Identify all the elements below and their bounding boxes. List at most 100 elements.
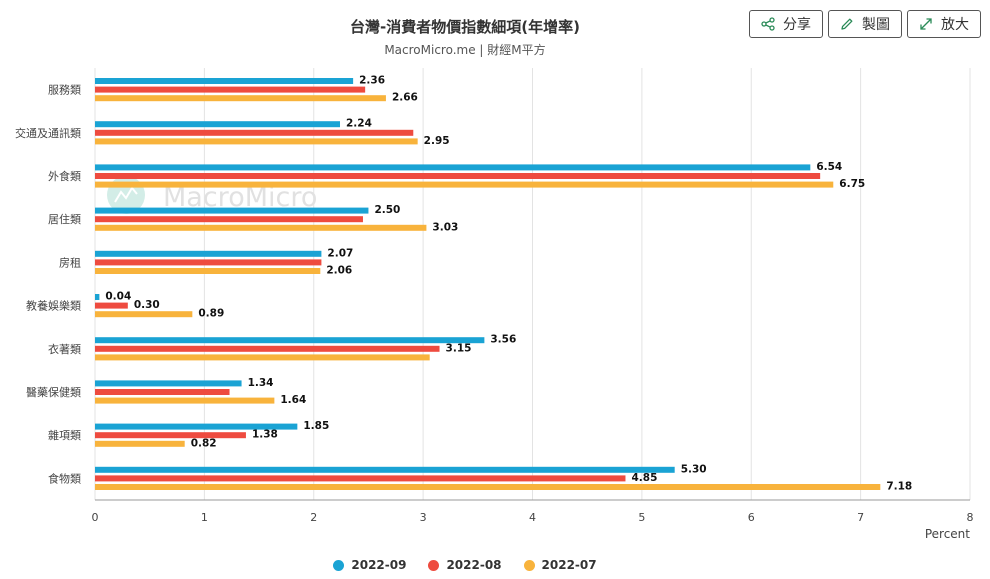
category-label: 雜項類 bbox=[48, 428, 81, 442]
bar[interactable] bbox=[95, 302, 128, 309]
x-tick-label: 6 bbox=[748, 511, 755, 524]
bar[interactable] bbox=[95, 475, 626, 482]
data-label: 2.95 bbox=[424, 135, 450, 147]
data-label: 6.54 bbox=[816, 161, 842, 173]
legend-marker bbox=[333, 559, 345, 571]
x-tick-label: 0 bbox=[92, 511, 99, 524]
bar[interactable] bbox=[95, 173, 821, 179]
category-label: 居住類 bbox=[48, 212, 81, 226]
bar[interactable] bbox=[95, 181, 834, 188]
data-label: 1.34 bbox=[248, 377, 274, 389]
category-label: 外食類 bbox=[48, 169, 81, 183]
legend-item[interactable]: 2022-08 bbox=[428, 558, 502, 572]
zoom-label: 放大 bbox=[941, 17, 969, 33]
category-label: 服務類 bbox=[48, 83, 81, 97]
chart-title: 台灣-消費者物價指數細項(年增率) bbox=[350, 18, 580, 36]
bar[interactable] bbox=[95, 78, 354, 84]
data-label: 1.64 bbox=[280, 394, 306, 406]
bar[interactable] bbox=[95, 268, 321, 274]
category-label: 醫藥保健類 bbox=[26, 385, 81, 399]
data-label: 5.30 bbox=[681, 463, 707, 475]
data-label: 6.75 bbox=[839, 178, 865, 190]
data-label: 0.89 bbox=[198, 308, 224, 320]
bar[interactable] bbox=[95, 423, 298, 430]
data-label: 2.36 bbox=[359, 75, 385, 87]
data-label: 1.85 bbox=[303, 420, 329, 432]
data-label: 3.15 bbox=[446, 342, 472, 354]
x-axis-title: Percent bbox=[925, 527, 970, 541]
bar[interactable] bbox=[95, 389, 230, 395]
x-tick-labels: 0 1 2 3 4 5 6 7 8 bbox=[92, 511, 974, 524]
zoom-button[interactable]: 放大 bbox=[907, 10, 981, 38]
share-label: 分享 bbox=[783, 17, 811, 33]
data-label: 0.04 bbox=[105, 291, 131, 303]
bar[interactable] bbox=[95, 164, 811, 171]
data-label: 2.50 bbox=[374, 204, 400, 216]
x-tick-label: 4 bbox=[529, 511, 536, 524]
bar[interactable] bbox=[95, 121, 340, 128]
bar[interactable] bbox=[95, 484, 881, 490]
data-label: 2.07 bbox=[327, 247, 353, 259]
x-tick-label: 3 bbox=[420, 511, 427, 524]
bar-chart: MacroMicro 服務類交通及通訊類外食類居住類房租教養娛樂類衣著類醫藥保健… bbox=[15, 68, 974, 541]
data-label: 4.85 bbox=[631, 472, 657, 484]
category-label: 教養娛樂類 bbox=[26, 299, 81, 313]
data-label: 3.56 bbox=[490, 334, 516, 346]
bar[interactable] bbox=[95, 337, 485, 344]
x-tick-label: 7 bbox=[857, 511, 864, 524]
bar[interactable] bbox=[95, 259, 322, 266]
chart-toolbar: 分享 製圖 放大 bbox=[749, 10, 981, 38]
bar[interactable] bbox=[95, 432, 246, 439]
legend-label: 2022-08 bbox=[446, 558, 502, 572]
bar[interactable] bbox=[95, 224, 427, 231]
x-tick-label: 1 bbox=[201, 511, 208, 524]
bar[interactable] bbox=[95, 294, 100, 300]
bar[interactable] bbox=[95, 95, 386, 102]
legend-marker bbox=[428, 559, 440, 571]
data-label: 2.66 bbox=[392, 92, 418, 104]
x-tick-label: 5 bbox=[638, 511, 645, 524]
category-label: 食物類 bbox=[48, 471, 81, 485]
data-label: 1.38 bbox=[252, 429, 278, 441]
bar[interactable] bbox=[95, 345, 440, 352]
bar[interactable] bbox=[95, 380, 242, 387]
bar[interactable] bbox=[95, 250, 322, 257]
bars bbox=[95, 78, 881, 490]
x-tick-label: 8 bbox=[967, 511, 974, 524]
share-icon bbox=[761, 17, 775, 31]
category-label: 衣著類 bbox=[48, 342, 81, 356]
legend-label: 2022-07 bbox=[541, 558, 597, 572]
bar[interactable] bbox=[95, 86, 366, 93]
category-label: 交通及通訊類 bbox=[15, 126, 81, 140]
draw-button[interactable]: 製圖 bbox=[828, 10, 902, 38]
category-label: 房租 bbox=[59, 256, 81, 269]
legend-item[interactable]: 2022-09 bbox=[333, 558, 406, 572]
data-label: 0.82 bbox=[191, 437, 217, 449]
bar[interactable] bbox=[95, 138, 418, 145]
legend: 2022-09 2022-08 2022-07 bbox=[0, 558, 930, 572]
bar[interactable] bbox=[95, 216, 363, 223]
draw-label: 製圖 bbox=[862, 17, 890, 33]
value-labels: 2.36 2.66 2.24 2.95 6.54 6.75 2.50 3.03 2.07 2.06… bbox=[105, 75, 912, 493]
data-label: 7.18 bbox=[886, 481, 912, 493]
data-label: 2.24 bbox=[346, 118, 372, 130]
share-button[interactable]: 分享 bbox=[749, 10, 823, 38]
bar[interactable] bbox=[95, 207, 369, 214]
bar[interactable] bbox=[95, 466, 675, 473]
x-tick-label: 2 bbox=[310, 511, 317, 524]
legend-label: 2022-09 bbox=[351, 558, 407, 572]
bar[interactable] bbox=[95, 440, 185, 447]
bar[interactable] bbox=[95, 311, 193, 318]
bar[interactable] bbox=[95, 354, 430, 361]
data-label: 3.03 bbox=[432, 221, 458, 233]
data-label: 2.06 bbox=[326, 265, 352, 277]
bar[interactable] bbox=[95, 397, 275, 404]
legend-marker bbox=[523, 559, 535, 571]
legend-item[interactable]: 2022-07 bbox=[523, 558, 597, 572]
expand-icon bbox=[919, 17, 933, 31]
pencil-icon bbox=[840, 17, 854, 31]
chart-subtitle: MacroMicro.me | 財經M平方 bbox=[384, 43, 546, 57]
data-label: 0.30 bbox=[134, 299, 160, 311]
bar[interactable] bbox=[95, 129, 414, 136]
